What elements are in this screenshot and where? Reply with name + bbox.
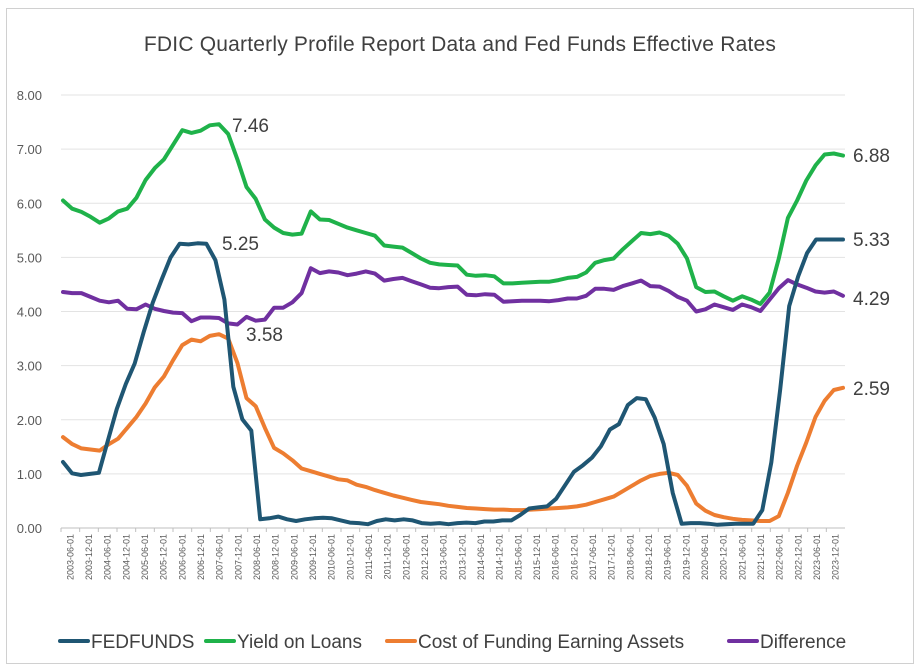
legend-item-cost: Cost of Funding Earning Assets — [385, 632, 684, 653]
y-tick-label: 2.00 — [17, 413, 42, 428]
x-tick-label: 2018-06-01 — [625, 534, 635, 580]
x-tick-label: 2005-06-01 — [140, 534, 150, 580]
y-tick-label: 3.00 — [17, 359, 42, 374]
series-lines — [61, 122, 845, 527]
y-axis: 0.00 1.00 2.00 3.00 4.00 5.00 6.00 7.00 8.00 — [17, 88, 42, 536]
data-label-end-cost: 2.59 — [853, 379, 890, 400]
chart-title: FDIC Quarterly Profile Report Data and F… — [143, 33, 777, 56]
data-label-end-fedfunds: 5.33 — [853, 230, 890, 251]
legend-item-fedfunds: FEDFUNDS — [58, 632, 194, 653]
legend: FEDFUNDS Yield on Loans Cost of Funding … — [58, 632, 846, 653]
x-tick-label: 2008-06-01 — [252, 534, 262, 580]
series-line-cost-of-funding-earning-assets — [61, 332, 845, 523]
x-tick-label: 2011-06-01 — [364, 534, 374, 579]
x-tick-label: 2019-12-01 — [681, 534, 691, 580]
x-tick-label: 2023-06-01 — [812, 534, 822, 580]
x-tick-label: 2017-06-01 — [588, 534, 598, 580]
x-tick-label: 2014-12-01 — [495, 534, 505, 580]
x-tick-label: 2022-12-01 — [793, 534, 803, 580]
legend-label-difference: Difference — [760, 632, 846, 653]
gridlines — [61, 94, 845, 529]
x-tick-label: 2004-12-01 — [121, 534, 131, 580]
y-tick-label: 4.00 — [17, 305, 42, 320]
y-tick-label: 6.00 — [17, 196, 42, 211]
x-tick-label: 2021-06-01 — [737, 534, 747, 580]
x-tick-label: 2009-12-01 — [308, 534, 318, 580]
data-label-end-yield: 6.88 — [853, 146, 890, 167]
x-tick-label: 2007-12-01 — [233, 534, 243, 580]
x-tick-label: 2022-06-01 — [775, 534, 785, 580]
legend-label-yield: Yield on Loans — [237, 632, 362, 653]
series-line-difference — [61, 266, 845, 327]
x-tick-label: 2012-06-01 — [401, 534, 411, 580]
x-tick-label: 2019-06-01 — [663, 534, 673, 580]
data-label-peak-cost: 3.58 — [246, 325, 283, 346]
y-tick-label: 7.00 — [17, 142, 42, 157]
x-tick-label: 2006-12-01 — [196, 534, 206, 580]
x-tick-label: 2010-12-01 — [345, 534, 355, 580]
y-tick-label: 8.00 — [17, 88, 42, 103]
x-tick-label: 2020-12-01 — [719, 534, 729, 580]
y-tick-label: 5.00 — [17, 250, 42, 265]
x-tick-label: 2020-06-01 — [700, 534, 710, 580]
y-tick-label: 0.00 — [17, 521, 42, 536]
x-tick-label: 2023-12-01 — [831, 534, 841, 580]
x-tick-label: 2014-06-01 — [476, 534, 486, 580]
x-axis: 2003-06-01 2003-12-01 2004-06-01 2004-12-01… — [60, 528, 841, 580]
x-tick-label: 2011-12-01 — [383, 534, 393, 579]
x-tick-label: 2003-06-01 — [65, 534, 75, 580]
x-tick-label: 2018-12-01 — [644, 534, 654, 580]
data-labels: 7.46 5.25 3.58 6.88 5.33 4.29 2.59 — [222, 116, 890, 400]
x-tick-label: 2021-12-01 — [756, 534, 766, 580]
chart-area — [6, 8, 914, 664]
x-tick-label: 2013-12-01 — [457, 534, 467, 580]
x-tick-label: 2017-12-01 — [607, 534, 617, 580]
x-tick-label: 2010-06-01 — [327, 534, 337, 580]
legend-item-difference: Difference — [727, 632, 846, 653]
x-tick-label: 2016-12-01 — [569, 534, 579, 580]
x-tick-label: 2006-06-01 — [177, 534, 187, 580]
series-line-yield-on-loans — [61, 122, 845, 306]
y-tick-label: 1.00 — [17, 467, 42, 482]
x-tick-label: 2009-06-01 — [289, 534, 299, 580]
x-tick-label: 2012-12-01 — [420, 534, 430, 580]
data-label-peak-yield: 7.46 — [232, 116, 269, 137]
legend-label-fedfunds: FEDFUNDS — [91, 632, 194, 653]
x-tick-label: 2005-12-01 — [159, 534, 169, 580]
legend-item-yield: Yield on Loans — [204, 632, 362, 653]
x-tick-label: 2004-06-01 — [103, 534, 113, 580]
x-tick-label: 2016-06-01 — [551, 534, 561, 580]
x-tick-label: 2015-06-01 — [513, 534, 523, 580]
series-line-fedfunds — [61, 237, 845, 527]
data-label-peak-fedfunds: 5.25 — [222, 234, 259, 255]
x-tick-label: 2015-12-01 — [532, 534, 542, 580]
data-label-end-difference: 4.29 — [853, 289, 890, 310]
x-tick-label: 2007-06-01 — [215, 534, 225, 580]
x-tick-label: 2008-12-01 — [271, 534, 281, 580]
x-tick-label: 2003-12-01 — [84, 534, 94, 580]
x-tick-label: 2013-06-01 — [439, 534, 449, 580]
legend-label-cost: Cost of Funding Earning Assets — [418, 632, 684, 653]
